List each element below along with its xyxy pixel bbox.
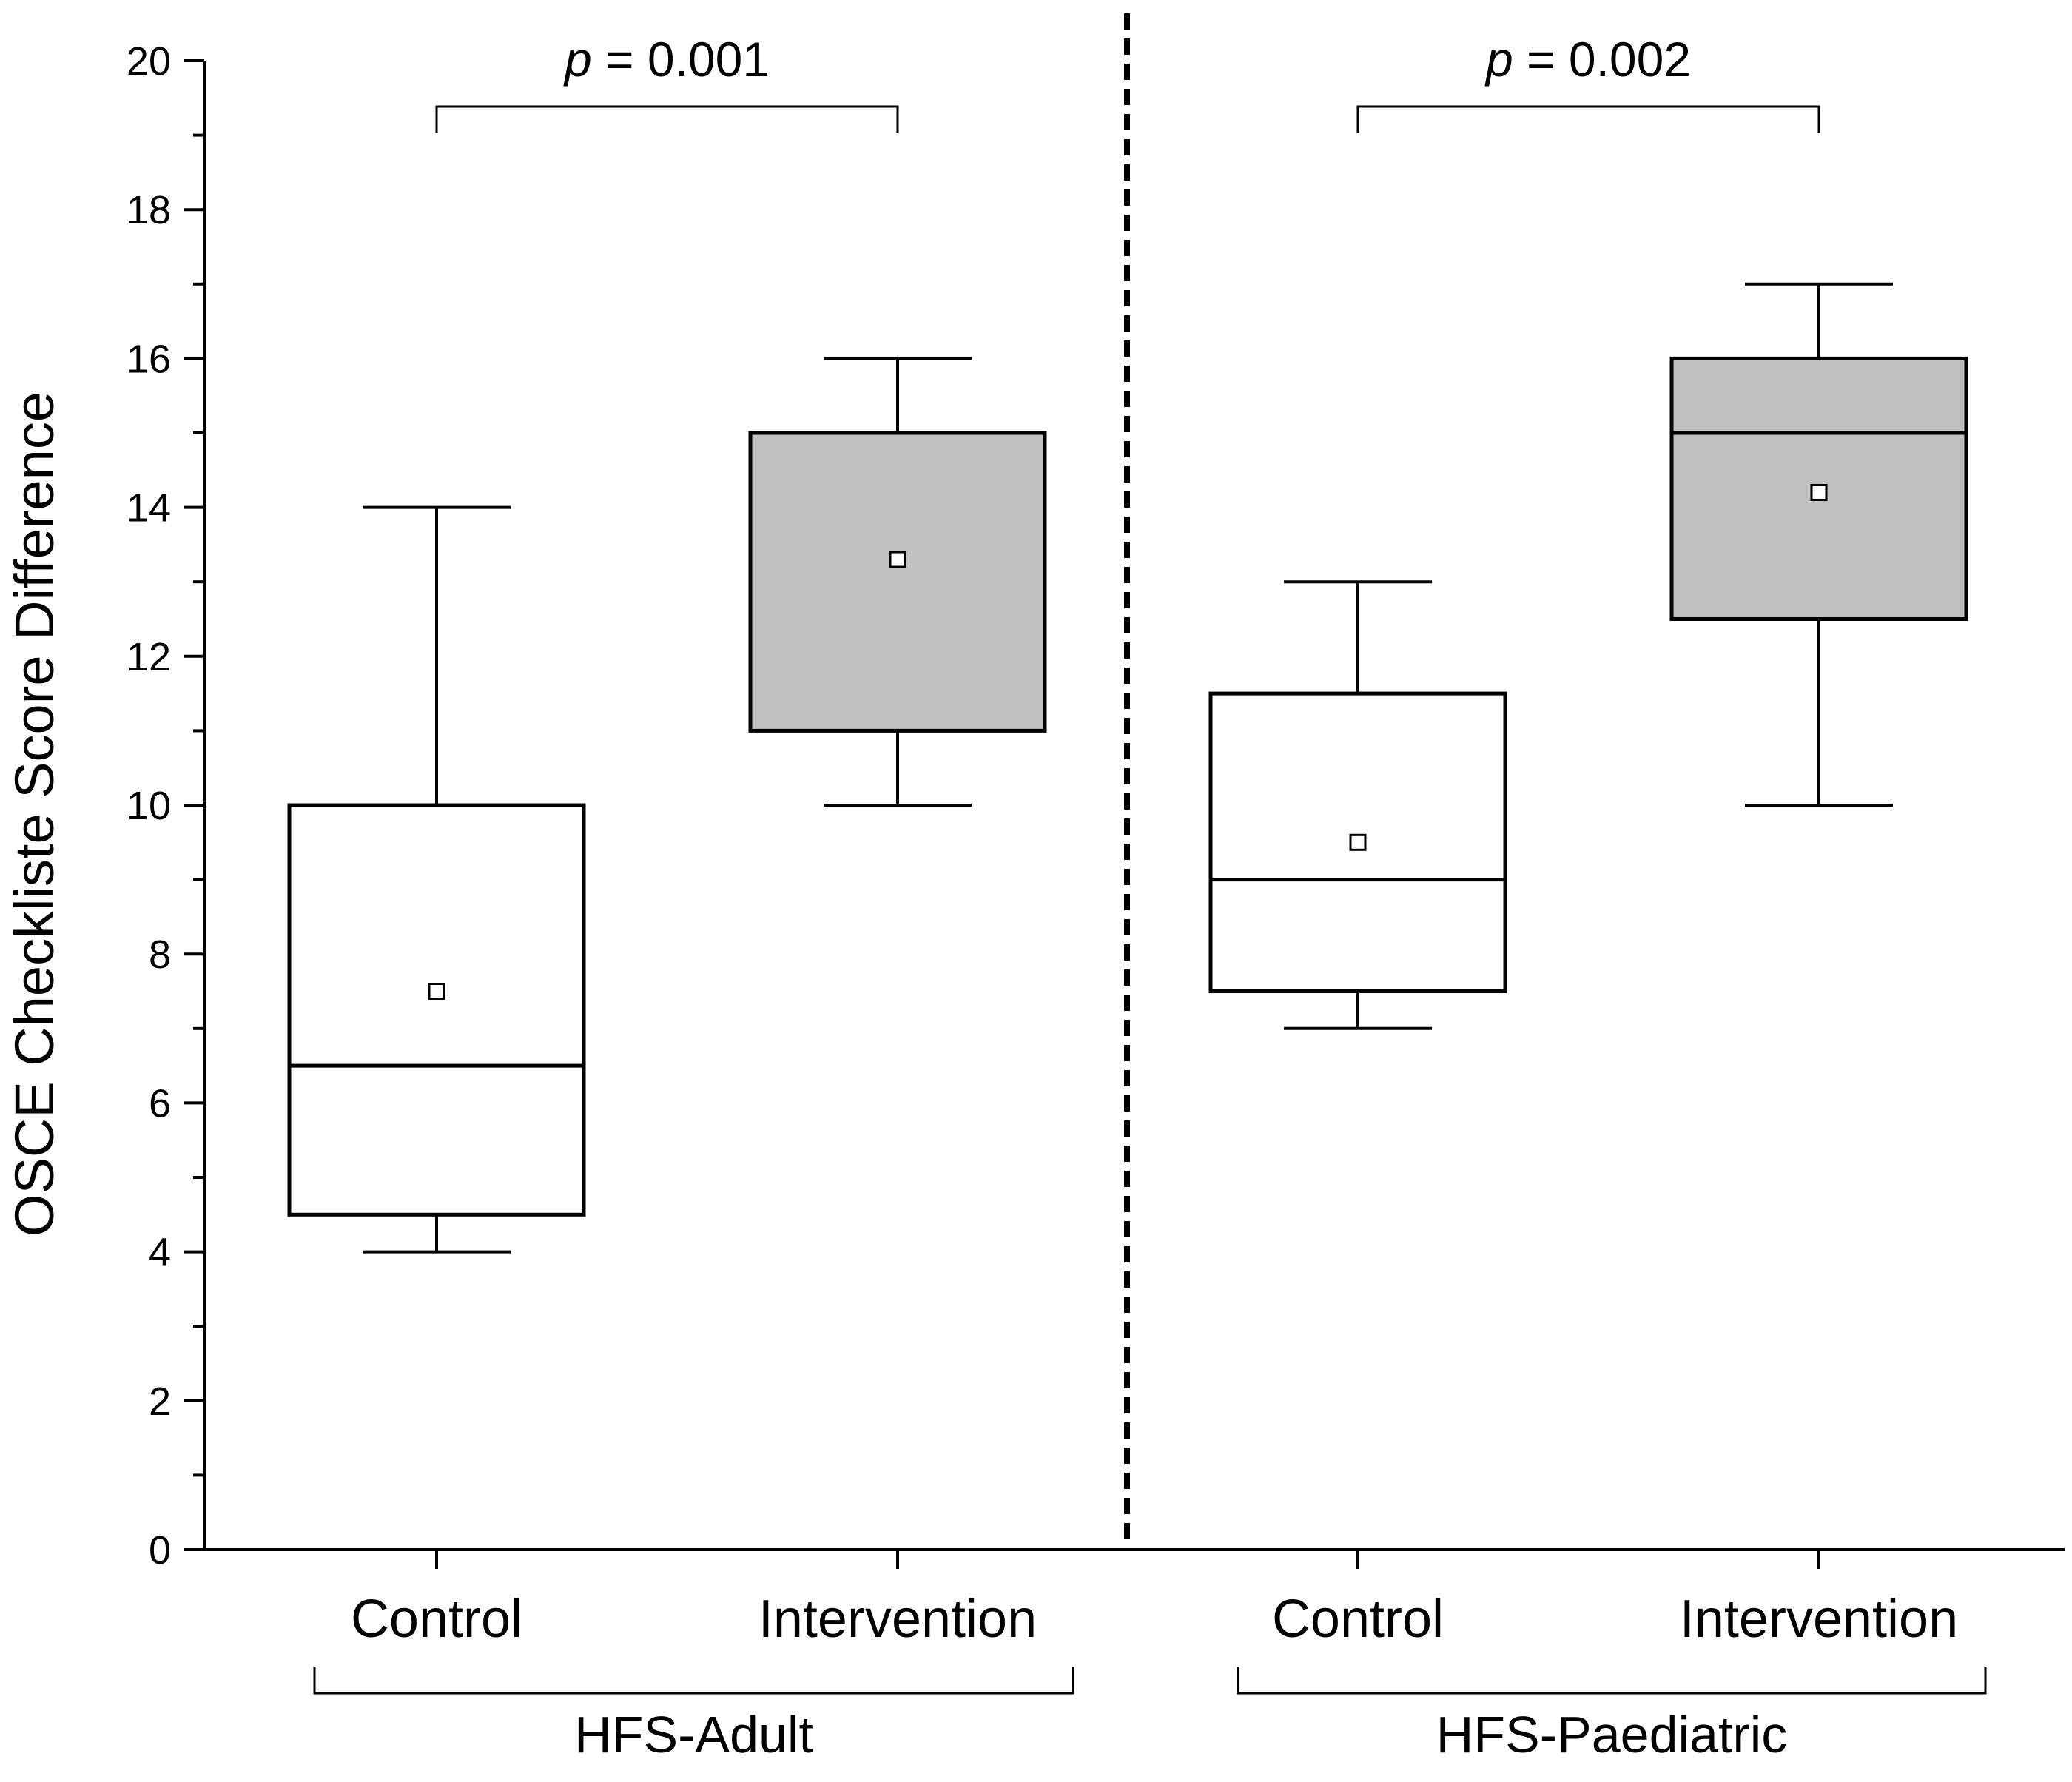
- y-tick-label: 0: [149, 1528, 171, 1573]
- y-tick-label: 18: [127, 188, 171, 232]
- p-value: = 0.001: [592, 32, 770, 87]
- y-tick-label: 8: [149, 932, 171, 977]
- significance-bracket: [1356, 105, 1820, 133]
- y-tick-label: 14: [127, 486, 171, 531]
- significance-bracket: [435, 105, 899, 133]
- p-value-label: p = 0.002: [1484, 32, 1691, 87]
- y-axis-ticks: 0 2 4 6 8 10 12 14 16 18 20: [127, 39, 1820, 1573]
- p-symbol: p: [563, 32, 592, 87]
- y-tick-label: 12: [127, 635, 171, 679]
- category-label: Intervention: [758, 1590, 1037, 1649]
- iqr-box: [748, 431, 1047, 733]
- category-label: Control: [351, 1590, 522, 1649]
- group-bracket: [1237, 1667, 1987, 1695]
- y-tick-label: 16: [127, 337, 171, 381]
- y-axis-label: OSCE Checkliste Score Difference: [4, 391, 65, 1237]
- group-label: HFS-Paediatric: [1436, 1706, 1788, 1763]
- mean-marker: [1810, 483, 1828, 501]
- mean-marker: [1349, 833, 1367, 851]
- boxes: [287, 282, 1968, 1254]
- p-symbol: p: [1484, 32, 1513, 87]
- category-label: Intervention: [1680, 1590, 1958, 1649]
- labels: Control Intervention p = 0.001 HFS-Adult Con…: [313, 32, 1987, 1763]
- y-tick-label: 6: [149, 1081, 171, 1126]
- category-label: Control: [1272, 1590, 1444, 1649]
- y-tick-label: 20: [127, 39, 171, 84]
- mean-marker: [889, 551, 906, 568]
- group-bracket: [313, 1667, 1074, 1695]
- y-tick-label: 4: [149, 1231, 171, 1275]
- iqr-box: [287, 803, 586, 1217]
- mean-marker: [428, 983, 445, 1000]
- group-label: HFS-Adult: [574, 1706, 813, 1763]
- y-tick-label: 2: [149, 1379, 171, 1424]
- p-value-label: p = 0.001: [563, 32, 770, 87]
- p-value: = 0.002: [1513, 32, 1691, 87]
- y-tick-label: 10: [127, 784, 171, 828]
